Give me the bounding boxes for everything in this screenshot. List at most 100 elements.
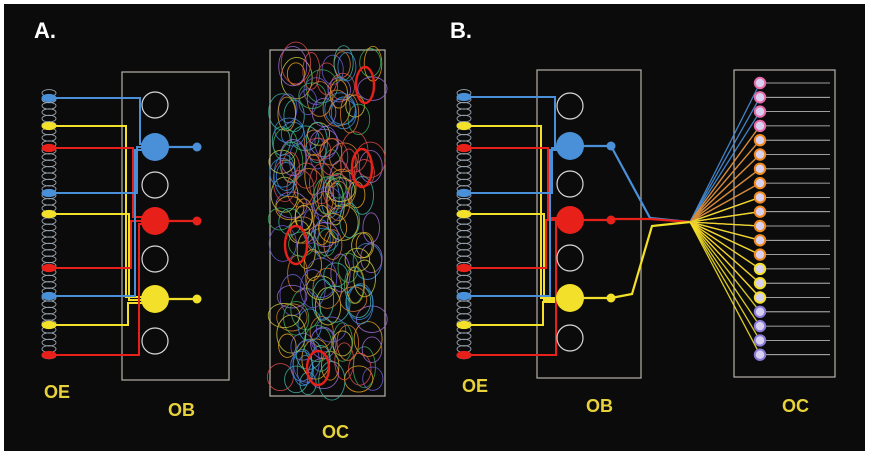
cortex-neuron bbox=[753, 134, 767, 147]
panel-b: B. OE OB OC bbox=[450, 18, 836, 416]
cortical-projection-yellow bbox=[689, 211, 761, 223]
cortex-neuron-ensemble bbox=[276, 284, 308, 309]
receptor-neuron-red bbox=[456, 263, 472, 273]
cortex-neuron bbox=[753, 262, 767, 276]
cortex-neuron bbox=[753, 319, 767, 333]
cortical-projection-blue bbox=[689, 111, 761, 223]
panel-a-olfactory-epithelium bbox=[41, 89, 57, 360]
cortex-neuron-ensemble bbox=[302, 52, 321, 90]
cortex-neuron-ensemble bbox=[284, 365, 309, 394]
axon-yellow bbox=[471, 125, 565, 299]
receptor-neuron-red bbox=[41, 350, 57, 360]
cortical-projection-orange bbox=[689, 125, 761, 223]
glomerulus-empty bbox=[556, 92, 584, 120]
cortex-neuron-ensemble bbox=[268, 225, 297, 262]
cortex-neuron bbox=[753, 119, 767, 133]
cortex-neuron bbox=[753, 76, 767, 90]
cortex-neuron-ensemble bbox=[286, 169, 315, 208]
receptor-neuron-blue bbox=[41, 291, 57, 301]
cortex-neuron-ensemble bbox=[276, 314, 307, 354]
cortex-neuron-ensemble bbox=[345, 285, 374, 320]
receptor-neuron-yellow bbox=[456, 209, 472, 219]
cortex-neuron-ensemble bbox=[330, 72, 355, 101]
mitral-cell-blue bbox=[606, 141, 616, 151]
cortex-neuron bbox=[753, 305, 767, 318]
cortical-projection-yellow bbox=[689, 221, 761, 241]
panel-a-oe-label: OE bbox=[44, 382, 70, 402]
cortex-neuron-ensemble bbox=[279, 274, 306, 317]
glomerulus-empty bbox=[141, 91, 169, 119]
cortex-neuron-ensemble bbox=[277, 96, 296, 132]
panel-b-oe-label: OE bbox=[462, 376, 488, 396]
cortical-projection-yellow bbox=[689, 221, 761, 284]
glomerulus-empty bbox=[556, 170, 584, 198]
cortex-neuron-ensemble bbox=[325, 177, 356, 202]
cortex-neuron-ensemble bbox=[346, 266, 365, 304]
glomerulus-red bbox=[556, 206, 584, 234]
panel-a-ob-label: OB bbox=[168, 400, 195, 420]
panel-b-oc-label: OC bbox=[782, 396, 809, 416]
cortex-neuron bbox=[753, 91, 767, 104]
panel-b-letter: B. bbox=[450, 18, 472, 43]
receptor-neuron-blue bbox=[41, 188, 57, 198]
cortex-neuron-ensemble bbox=[278, 208, 303, 236]
cortical-projection-yellow bbox=[689, 221, 761, 356]
cortex-neuron-ensemble bbox=[336, 324, 360, 361]
mitral-cell-red bbox=[192, 216, 202, 226]
glomerulus-yellow bbox=[556, 284, 584, 312]
cortex-neuron bbox=[753, 205, 767, 218]
panel-a-glomeruli bbox=[141, 91, 202, 355]
glomerulus-yellow bbox=[141, 285, 169, 313]
projection-red bbox=[611, 217, 691, 224]
glomerulus-empty bbox=[556, 324, 584, 352]
cortex-neuron-ensemble bbox=[351, 232, 373, 259]
cortex-neuron-ensemble bbox=[353, 259, 376, 298]
receptor-neuron-red bbox=[41, 263, 57, 273]
cortical-projection-orange bbox=[689, 168, 761, 223]
cortex-neuron-ensemble bbox=[313, 219, 331, 259]
cortex-neuron-ensemble bbox=[362, 366, 384, 391]
cortex-neuron-ensemble bbox=[324, 92, 356, 126]
cortex-neuron-ensemble bbox=[311, 345, 331, 372]
glomerulus-empty bbox=[141, 245, 169, 273]
panel-a-oc-label: OC bbox=[322, 422, 349, 442]
receptor-neuron-yellow bbox=[41, 209, 57, 219]
axon-red bbox=[56, 147, 150, 218]
cortical-projection-yellow bbox=[689, 221, 761, 270]
receptor-neuron-yellow bbox=[456, 121, 472, 131]
cortex-neuron bbox=[753, 176, 767, 190]
cortex-neuron-ensemble bbox=[313, 176, 344, 215]
cortex-neuron-ensemble bbox=[318, 285, 351, 323]
cortex-neuron-ensemble bbox=[280, 41, 312, 85]
cortex-neuron bbox=[753, 291, 767, 304]
activated-cortex-ensemble bbox=[354, 65, 376, 105]
cortex-neuron-ensemble bbox=[347, 103, 371, 136]
cortex-neuron-ensemble bbox=[267, 207, 293, 231]
panel-b-cortex-neurons bbox=[753, 76, 830, 361]
panel-a-olfactory-cortex-box bbox=[269, 49, 386, 397]
cortex-neuron-ensemble bbox=[333, 45, 354, 81]
glomerulus-red bbox=[141, 207, 169, 235]
cortex-neuron-ensemble bbox=[292, 340, 320, 383]
cortex-neuron bbox=[753, 148, 767, 161]
cortex-neuron-ensemble bbox=[323, 229, 343, 260]
mitral-cell-blue bbox=[192, 142, 202, 152]
receptor-neuron-blue bbox=[41, 93, 57, 103]
cortical-projection-yellow bbox=[689, 221, 761, 256]
receptor-neuron-blue bbox=[456, 92, 472, 102]
cortex-neuron-ensemble bbox=[330, 253, 351, 293]
cortex-neuron-ensemble bbox=[310, 222, 339, 247]
cortical-projection-yellow bbox=[689, 221, 761, 227]
receptor-neuron-red bbox=[41, 143, 57, 153]
cortex-neuron-ensemble bbox=[316, 62, 338, 96]
panel-b-olfactory-cortex-box bbox=[733, 69, 836, 378]
projection-yellow bbox=[610, 220, 691, 300]
panel-a: A. OE OB OC bbox=[34, 18, 388, 442]
cortex-neuron-ensemble bbox=[292, 168, 325, 205]
cortical-projection-yellow bbox=[689, 196, 761, 223]
cortex-neuron-ensemble bbox=[298, 82, 327, 109]
cortex-neuron-ensemble bbox=[322, 89, 351, 127]
axon-red bbox=[471, 219, 565, 269]
cortex-neuron-ensemble bbox=[344, 365, 374, 393]
cortex-neuron-ensemble bbox=[269, 157, 296, 188]
